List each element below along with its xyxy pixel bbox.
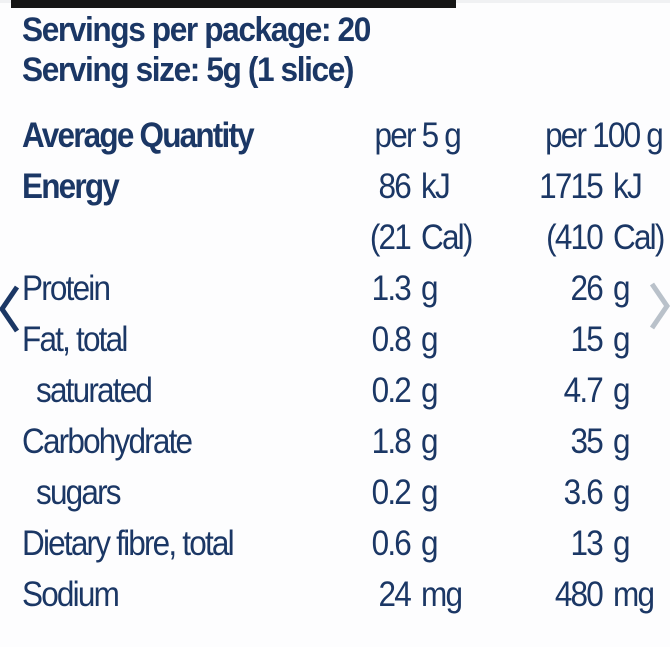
per-100g-unit: g [613,371,631,410]
per-serving-unit: g [421,371,439,410]
serving-info: Servings per package: 20 Serving size: 5… [22,10,371,90]
per-100g-value: 480 [554,575,604,614]
per-100g-unit: mg [613,575,655,614]
per-serving-value: 0.2 [371,371,412,410]
per-100g-unit: kJ [613,167,643,206]
per-serving-unit: g [421,269,439,308]
per-100g-value: 3.6 [563,473,604,512]
column-header-nutrient: Average Quantity [22,116,255,155]
per-100g-unit: g [613,524,631,563]
serving-size-line: Serving size: 5g (1 slice) [22,51,354,89]
per-100g-unit: g [613,320,631,359]
per-100g-value: 15 [570,320,604,359]
per-serving-value: 0.8 [371,320,412,359]
per-serving-value: 1.8 [371,422,412,461]
per-100g-value: 13 [570,524,604,563]
table-row-carbohydrate: Carbohydrate 1.8 g 35 g [0,416,670,467]
nutrient-label: saturated [36,371,153,410]
per-serving-value: 24 [378,575,412,614]
per-100g-unit: g [613,422,631,461]
per-100g-unit: g [613,473,631,512]
per-serving-unit: g [421,524,439,563]
table-row-protein: Protein 1.3 g 26 g [0,263,670,314]
per-100g-value: 26 [570,269,604,308]
table-row-sugars: sugars 0.2 g 3.6 g [0,467,670,518]
per-serving-value: 86 [378,167,412,206]
chevron-right-icon [649,282,670,330]
nutrient-label: Energy [22,167,120,206]
table-row-fat-total: Fat, total 0.8 g 15 g [0,314,670,365]
per-100g-unit: g [613,269,631,308]
nutrient-label: Carbohydrate [22,422,193,461]
column-header-per-100g: per 100 g [545,116,664,155]
per-serving-unit: g [421,320,439,359]
table-row-energy-calories: (21 Cal) (410 Cal) [0,212,670,263]
per-serving-unit: Cal) [421,218,473,257]
table-row-sodium: Sodium 24 mg 480 mg [0,569,670,620]
per-100g-unit: Cal) [613,218,665,257]
chevron-left-icon [0,285,20,333]
column-header-per-serving: per 5 g [374,116,462,155]
nutrient-label: Dietary fibre, total [22,524,235,563]
per-serving-unit: kJ [421,167,451,206]
nutrient-label: Protein [22,269,111,308]
per-serving-value: (21 [369,218,412,257]
per-serving-unit: g [421,422,439,461]
table-row-energy: Energy 86 kJ 1715 kJ [0,161,670,212]
per-100g-value: 1715 [539,167,604,206]
per-serving-value: 0.6 [371,524,412,563]
nutrition-table: Average Quantity per 5 g per 100 g Energ… [0,110,670,620]
per-100g-value: 4.7 [563,371,604,410]
table-row-saturated-fat: saturated 0.2 g 4.7 g [0,365,670,416]
servings-per-package-line: Servings per package: 20 [22,11,371,49]
per-100g-value: 35 [570,422,604,461]
per-serving-unit: g [421,473,439,512]
carousel-next-button[interactable] [647,280,670,332]
per-serving-unit: mg [421,575,463,614]
top-crop-bar [11,0,456,8]
nutrient-label: Sodium [22,575,120,614]
per-serving-value: 0.2 [371,473,412,512]
per-serving-value: 1.3 [371,269,412,308]
table-row-dietary-fibre: Dietary fibre, total 0.6 g 13 g [0,518,670,569]
nutrient-label: sugars [36,473,122,512]
carousel-prev-button[interactable] [0,283,22,335]
per-100g-value: (410 [546,218,604,257]
nutrient-label: Fat, total [22,320,128,359]
table-header-row: Average Quantity per 5 g per 100 g [0,110,670,161]
